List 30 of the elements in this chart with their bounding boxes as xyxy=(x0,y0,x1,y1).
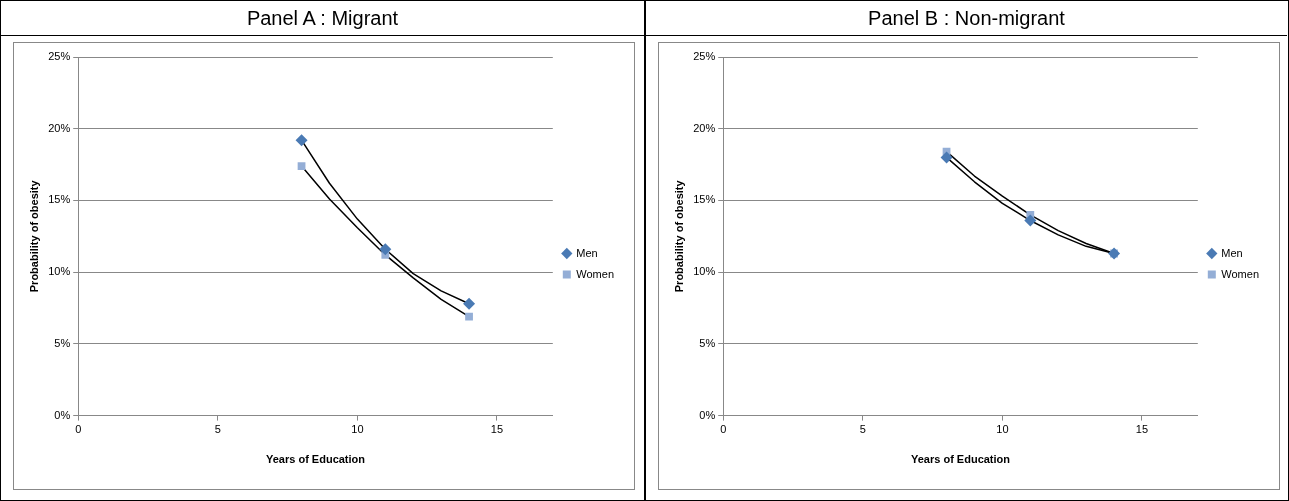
x-tick-label: 10 xyxy=(996,423,1009,436)
y-axis-title: Probability of obesity xyxy=(27,179,40,293)
y-tick-label: 0% xyxy=(54,408,71,421)
y-tick-label: 5% xyxy=(699,336,716,349)
y-tick-label: 10% xyxy=(693,265,716,278)
x-tick-label: 5 xyxy=(214,423,221,436)
x-tick-label: 10 xyxy=(351,423,364,436)
y-tick-label: 25% xyxy=(693,50,716,63)
y-tick-label: 15% xyxy=(693,193,716,206)
y-tick-label: 20% xyxy=(48,121,71,134)
legend-label: Women xyxy=(576,267,614,280)
y-tick-label: 20% xyxy=(693,121,716,134)
chart-title: Panel A : Migrant xyxy=(1,1,644,36)
y-tick-label: 10% xyxy=(48,265,71,278)
y-tick-label: 0% xyxy=(699,408,716,421)
x-tick-label: 15 xyxy=(490,423,504,436)
x-axis-title: Years of Education xyxy=(910,453,1011,466)
chart-title: Panel B : Non-migrant xyxy=(646,1,1287,36)
x-axis-title: Years of Education xyxy=(265,453,366,466)
x-tick-label: 0 xyxy=(720,423,727,436)
x-tick-label: 0 xyxy=(75,423,82,436)
y-tick-label: 15% xyxy=(48,193,71,206)
legend-label: Women xyxy=(1221,267,1259,280)
x-tick-label: 5 xyxy=(859,423,866,436)
legend-label: Men xyxy=(576,246,598,259)
x-tick-label: 15 xyxy=(1135,423,1149,436)
y-tick-label: 25% xyxy=(48,50,71,63)
y-tick-label: 5% xyxy=(54,336,71,349)
legend-label: Men xyxy=(1221,246,1243,259)
y-axis-title: Probability of obesity xyxy=(672,179,685,293)
